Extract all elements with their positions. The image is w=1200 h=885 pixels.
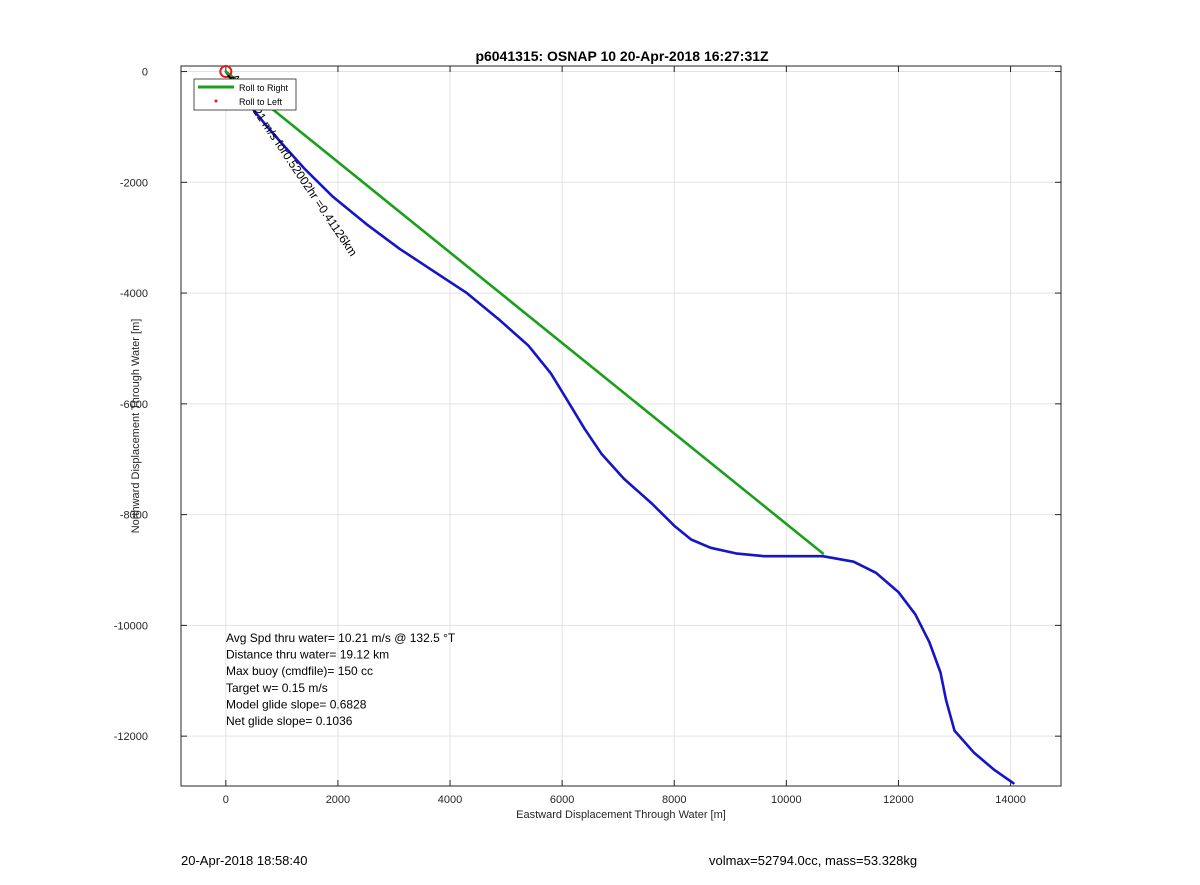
stats-annotation-line: Target w= 0.15 m/s	[226, 681, 328, 695]
legend-swatch-roll-left	[214, 99, 218, 103]
plot-area-border	[180, 65, 1062, 787]
grid-lines	[181, 66, 1061, 786]
legend-label-roll-left: Roll to Left	[239, 97, 283, 107]
series-lines	[224, 70, 1015, 785]
x-tick-label: 0	[223, 794, 229, 806]
y-tick-label: -10000	[114, 620, 148, 632]
start-circle-marker	[219, 65, 233, 79]
y-tick-label: -6000	[120, 399, 148, 411]
x-tick-label: 4000	[438, 794, 462, 806]
net-displacement-line	[224, 70, 825, 555]
stats-annotation-line: Distance thru water= 19.12 km	[226, 648, 389, 662]
footer-volmax-mass: volmax=52794.0cc, mass=53.328kg	[709, 853, 918, 868]
y-tick-label: -8000	[120, 510, 148, 522]
stats-annotation-line: Max buoy (cmdfile)= 150 cc	[226, 664, 373, 678]
legend-box	[193, 78, 297, 111]
y-axis-label: Northward Displacement Through Water [m]	[130, 319, 142, 534]
stats-annotation-line: Model glide slope= 0.6828	[226, 697, 367, 711]
x-tick-label: 14000	[995, 794, 1026, 806]
y-tick-label: -4000	[120, 288, 148, 300]
x-tick-label: 2000	[326, 794, 350, 806]
stats-annotation-line: Avg Spd thru water= 10.21 m/s @ 132.5 °T	[226, 631, 456, 645]
x-tick-label: 10000	[771, 794, 802, 806]
legend-label-roll-right: Roll to Right	[239, 83, 289, 93]
footer-timestamp: 20-Apr-2018 18:58:40	[181, 853, 308, 868]
stats-annotation-line: Net glide slope= 0.1036	[226, 714, 353, 728]
track-line	[224, 70, 1015, 785]
chart-title: p6041315: OSNAP 10 20-Apr-2018 16:27:31Z	[475, 48, 769, 64]
x-tick-label: 8000	[662, 794, 686, 806]
y-tick-label: -12000	[114, 731, 148, 743]
y-tick-label: -2000	[120, 177, 148, 189]
y-tick-label: 0	[142, 67, 148, 79]
stats-annotations: Avg Spd thru water= 10.21 m/s @ 132.5 °T…	[226, 631, 456, 728]
legend: Roll to Right Roll to Left	[193, 78, 297, 111]
x-axis-label: Eastward Displacement Through Water [m]	[516, 809, 726, 821]
x-tick-label: 6000	[550, 794, 574, 806]
axis-ticks: 0 2000 4000 6000 8000 10000 12000 14000 0 -2000 -4…	[114, 66, 1061, 806]
x-tick-label: 12000	[883, 794, 914, 806]
